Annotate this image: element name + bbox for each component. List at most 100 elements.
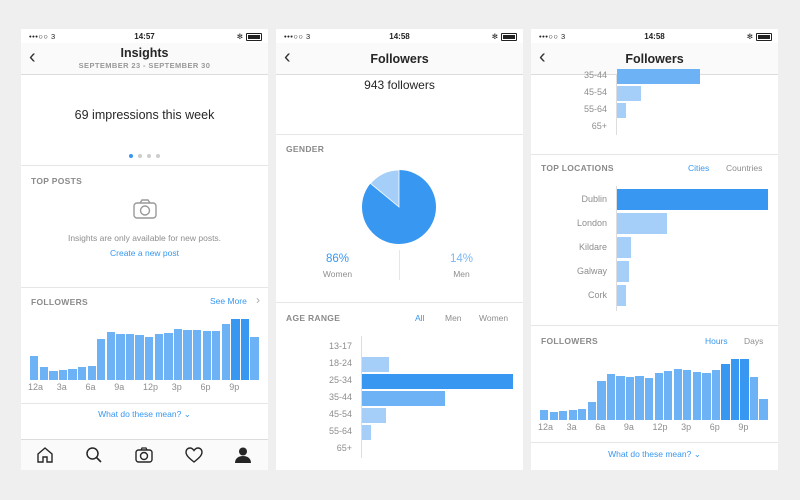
page-dot[interactable] <box>147 154 151 158</box>
carrier-signal: •••○○ 3 <box>29 32 56 41</box>
chevron-right-icon[interactable]: › <box>256 293 260 307</box>
hour-bar <box>125 333 135 380</box>
row-bar <box>617 69 701 84</box>
hour-bar <box>250 337 259 380</box>
camera-icon <box>133 199 157 219</box>
row-label: 35-44 <box>328 392 352 403</box>
row-label: 45-54 <box>328 409 352 420</box>
see-more-link[interactable]: See More <box>210 296 247 306</box>
filter-men[interactable]: Men <box>445 313 462 323</box>
divider <box>276 302 523 303</box>
hour-bar <box>702 372 711 420</box>
tab-hours[interactable]: Hours <box>705 336 728 346</box>
tab-cities[interactable]: Cities <box>688 163 710 173</box>
hour-bar <box>635 375 644 420</box>
hour-bar <box>578 409 587 420</box>
row-bar <box>362 408 387 423</box>
what-link-label[interactable]: What do these mean? <box>98 409 182 419</box>
hour-bar <box>135 335 144 380</box>
row-label: 65+ <box>336 443 352 454</box>
x-tick-label: 6p <box>709 422 720 432</box>
filter-women[interactable]: Women <box>479 313 509 323</box>
hour-bar <box>711 369 721 420</box>
row-bar <box>362 391 446 406</box>
x-tick-label: 3a <box>56 382 67 392</box>
axis-line <box>361 336 362 458</box>
hour-bar <box>664 370 673 420</box>
create-post-link[interactable]: Create a new post <box>110 248 179 258</box>
hour-bar <box>549 412 558 420</box>
row-label: Cork <box>587 289 607 300</box>
hour-bar <box>606 373 616 420</box>
gender-pie-chart <box>362 169 436 244</box>
hour-bar <box>231 319 240 380</box>
back-arrow-icon[interactable]: ‹ <box>29 46 36 68</box>
hour-bar <box>654 372 663 420</box>
row-bar <box>617 189 768 210</box>
date-range: SEPTEMBER 23 - SEPTEMBER 30 <box>78 61 211 70</box>
age-range-heading: AGE RANGE <box>286 313 341 323</box>
x-tick-label: 3p <box>681 422 692 432</box>
tab-countries[interactable]: Countries <box>726 163 763 173</box>
hour-bar <box>58 370 68 380</box>
hour-bar <box>116 333 125 380</box>
tab-days[interactable]: Days <box>744 336 764 346</box>
hour-bar <box>721 363 730 420</box>
page-title: Followers <box>370 52 429 66</box>
what-do-these-mean-link[interactable]: What do these mean? ⌄ <box>21 409 268 420</box>
status-bar: •••○○ 3 14:57 ✻ <box>21 29 268 45</box>
hour-bar <box>240 319 250 380</box>
row-bar <box>362 357 390 372</box>
hour-bar <box>568 410 577 420</box>
divider <box>531 325 778 326</box>
carrier-signal: •••○○ 3 <box>539 32 566 41</box>
heart-icon[interactable] <box>185 446 203 464</box>
hour-bar <box>683 369 692 420</box>
hour-bar <box>740 359 749 420</box>
followers-hourly-chart <box>30 319 260 380</box>
search-icon[interactable] <box>85 446 103 464</box>
row-label: Dublin <box>581 193 607 204</box>
page-dot[interactable] <box>156 154 160 158</box>
page-dot[interactable] <box>138 154 142 158</box>
divider <box>399 250 400 280</box>
followers-count: 943 followers <box>364 78 435 92</box>
hour-bar <box>30 356 39 380</box>
hour-bar <box>202 330 211 380</box>
back-arrow-icon[interactable]: ‹ <box>539 46 546 68</box>
x-tick-label: 3p <box>171 382 182 392</box>
row-label: 45-54 <box>583 87 607 98</box>
profile-icon[interactable] <box>234 446 252 464</box>
back-arrow-icon[interactable]: ‹ <box>284 46 291 68</box>
home-icon[interactable] <box>36 446 54 464</box>
divider <box>276 134 523 135</box>
hour-bar <box>597 380 606 420</box>
x-tick-label: 3a <box>566 422 577 432</box>
hour-bar <box>154 333 163 380</box>
divider <box>21 403 268 404</box>
x-tick-label: 6a <box>85 382 96 392</box>
x-tick-label: 12a <box>538 422 554 432</box>
what-do-these-mean-link[interactable]: What do these mean? ⌄ <box>531 449 778 460</box>
row-label: 25-34 <box>328 375 352 386</box>
followers-heading: FOLLOWERS <box>31 297 88 307</box>
women-label: Women <box>322 269 353 279</box>
nav-bar: ‹ Followers <box>276 43 523 75</box>
x-tick-label: 6p <box>200 382 211 392</box>
hour-bar <box>164 332 173 380</box>
filter-all[interactable]: All <box>415 313 425 323</box>
x-tick-label: 9p <box>229 382 240 392</box>
divider <box>21 287 268 288</box>
status-bar: •••○○ 3 14:58 ✻ <box>276 29 523 45</box>
camera-tab-icon[interactable] <box>135 446 153 464</box>
row-label: 55-64 <box>583 104 607 115</box>
what-link-label[interactable]: What do these mean? <box>608 449 692 459</box>
row-label: Galway <box>576 265 607 276</box>
page-title: Followers <box>625 52 684 66</box>
hour-bar <box>759 399 768 420</box>
women-percent: 86% <box>325 253 350 265</box>
x-tick-label: 9p <box>738 422 749 432</box>
hour-bar <box>173 328 183 380</box>
page-dot-active[interactable] <box>129 154 133 158</box>
hour-bar <box>87 366 96 380</box>
